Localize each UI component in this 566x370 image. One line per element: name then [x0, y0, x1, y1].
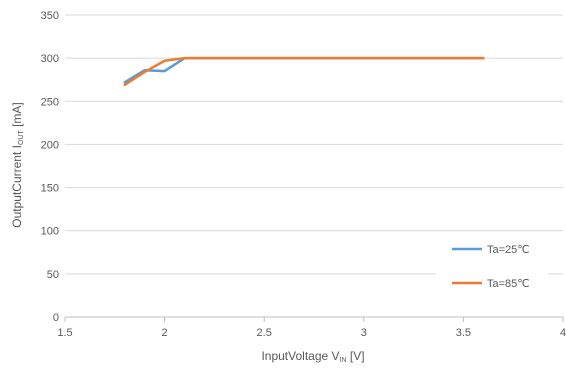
tick-labels: 0 50 100 150 200 250 300 350 1.5 2 2.5 3 3.5 4	[41, 10, 566, 339]
legend-label-ta25: Ta=25℃	[487, 244, 530, 256]
y-tick-label: 0	[53, 312, 59, 324]
y-tick-label: 50	[47, 269, 59, 281]
y-tick-label: 100	[41, 226, 59, 238]
series-line-ta85	[123, 56, 485, 87]
axes	[64, 316, 564, 322]
y-tick-label: 150	[41, 183, 59, 195]
y-tick-label: 350	[41, 10, 59, 22]
legend-background	[436, 234, 548, 296]
series-lines	[123, 56, 485, 87]
y-tick-label: 200	[41, 139, 59, 151]
x-tick-label: 1.5	[57, 327, 72, 339]
legend: Ta=25℃ Ta=85℃	[436, 234, 548, 296]
x-axis-title: InputVoltage VIN [V]	[261, 349, 364, 364]
y-tick-label: 300	[41, 53, 59, 65]
y-tick-label: 250	[41, 96, 59, 108]
x-tick-label: 4	[560, 327, 566, 339]
y-axis-title: OutputCurrent IOUT [mA]	[10, 102, 25, 228]
legend-label-ta85: Ta=85℃	[487, 278, 530, 290]
x-tick-label: 3.5	[456, 327, 471, 339]
x-tick-label: 2.5	[257, 327, 272, 339]
series-line-ta25	[123, 56, 485, 84]
x-tick-label: 2	[162, 327, 168, 339]
x-tick-label: 3	[361, 327, 367, 339]
